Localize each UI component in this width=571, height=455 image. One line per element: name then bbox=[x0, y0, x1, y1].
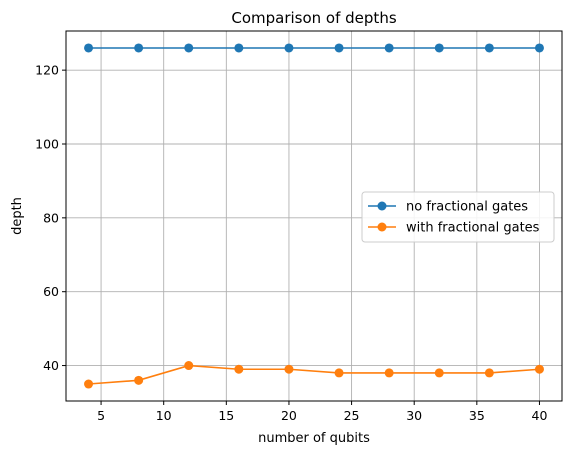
series-2 bbox=[84, 361, 544, 389]
plot-frame bbox=[65, 30, 563, 402]
legend: no fractional gates with fractional gates bbox=[361, 191, 555, 243]
data-point bbox=[84, 43, 94, 53]
legend-entry: no fractional gates bbox=[368, 200, 528, 215]
x-tick-label: 10 bbox=[156, 408, 172, 423]
data-point bbox=[384, 368, 394, 378]
data-point bbox=[484, 368, 494, 378]
x-tick-label: 30 bbox=[406, 408, 422, 423]
data-point bbox=[534, 364, 544, 374]
data-point bbox=[184, 361, 194, 371]
x-tick-label: 15 bbox=[218, 408, 234, 423]
y-tick-label: 120 bbox=[35, 63, 59, 78]
axis-ticks: 5 10 15 20 25 30 35 40 40 60 80 100 120 bbox=[35, 63, 547, 423]
data-point bbox=[84, 379, 94, 389]
y-axis-label: depth bbox=[10, 197, 25, 235]
series-line bbox=[88, 364, 540, 385]
legend-marker bbox=[377, 222, 387, 232]
x-tick-label: 25 bbox=[344, 408, 360, 423]
y-tick-label: 100 bbox=[35, 136, 59, 151]
x-tick-label: 20 bbox=[281, 408, 297, 423]
y-tick-label: 60 bbox=[43, 284, 59, 299]
data-point bbox=[384, 43, 394, 53]
chart-title: Comparison of depths bbox=[231, 9, 396, 27]
legend-entry: with fractional gates bbox=[368, 221, 540, 236]
data-point bbox=[134, 43, 144, 53]
series-1 bbox=[84, 43, 544, 53]
data-point bbox=[184, 43, 194, 53]
data-point bbox=[434, 368, 444, 378]
data-point bbox=[284, 364, 294, 374]
y-tick-label: 80 bbox=[43, 210, 59, 225]
series-layer bbox=[84, 43, 544, 389]
data-point bbox=[134, 375, 144, 385]
legend-label: no fractional gates bbox=[406, 200, 528, 215]
legend-marker bbox=[377, 201, 387, 211]
y-tick-label: 40 bbox=[43, 358, 59, 373]
x-tick-label: 40 bbox=[532, 408, 548, 423]
data-point bbox=[284, 43, 294, 53]
data-point bbox=[534, 43, 544, 53]
legend-label: with fractional gates bbox=[406, 221, 540, 236]
legend-box bbox=[361, 191, 555, 243]
data-point bbox=[334, 43, 344, 53]
data-point bbox=[484, 43, 494, 53]
data-point bbox=[434, 43, 444, 53]
x-tick-label: 5 bbox=[97, 408, 105, 423]
x-tick-label: 35 bbox=[469, 408, 485, 423]
x-axis-label: number of qubits bbox=[258, 431, 370, 446]
data-point bbox=[234, 364, 244, 374]
data-point bbox=[234, 43, 244, 53]
data-point bbox=[334, 368, 344, 378]
